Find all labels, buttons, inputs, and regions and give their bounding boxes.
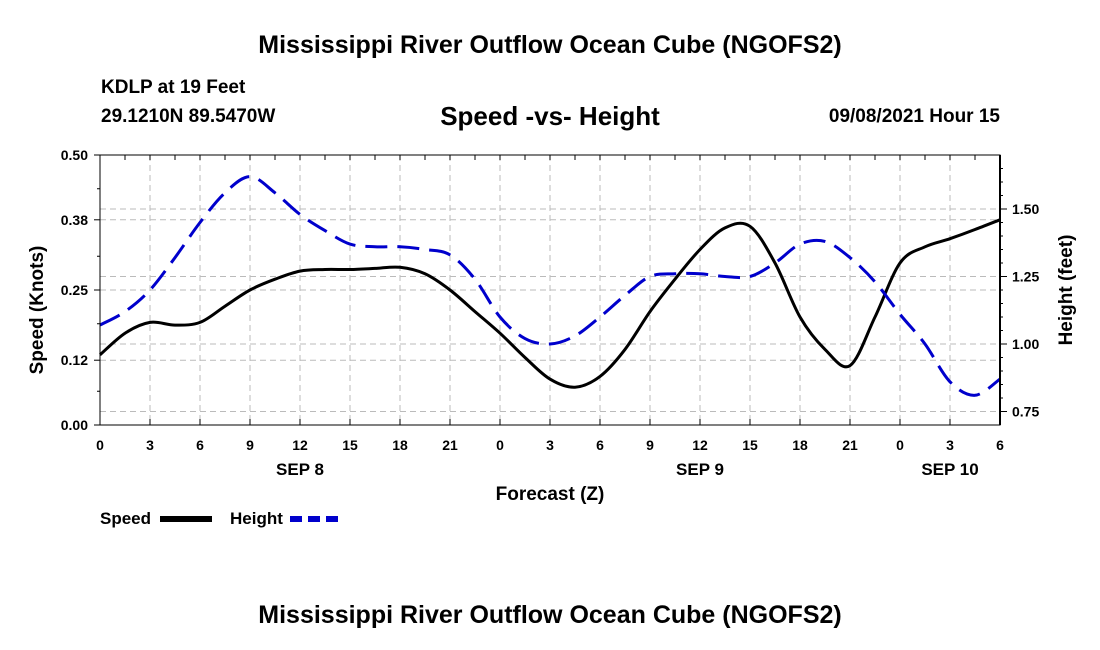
station-label: KDLP at 19 Feet — [101, 77, 246, 98]
date-label: SEP 8 — [276, 460, 324, 479]
x-tick-label: 15 — [742, 437, 758, 453]
date-label: SEP 10 — [921, 460, 978, 479]
y-tick-label: 0.38 — [61, 212, 88, 228]
footer-title: Mississippi River Outflow Ocean Cube (NG… — [258, 601, 842, 629]
y2-tick-label: 1.00 — [1012, 336, 1039, 352]
x-tick-label: 0 — [496, 437, 504, 453]
y2-tick-label: 0.75 — [1012, 404, 1039, 420]
y-tick-label: 0.00 — [61, 417, 88, 433]
x-tick-label: 12 — [692, 437, 708, 453]
x-tick-label: 3 — [946, 437, 954, 453]
x-tick-label: 12 — [292, 437, 308, 453]
x-tick-label: 15 — [342, 437, 358, 453]
y-tick-label: 0.50 — [61, 147, 88, 163]
grid — [100, 155, 1000, 425]
coordinates-label: 29.1210N 89.5470W — [101, 106, 276, 127]
x-tick-label: 9 — [246, 437, 254, 453]
datetime-label: 09/08/2021 Hour 15 — [828, 106, 1000, 127]
x-tick-label: 0 — [896, 437, 904, 453]
legend-speed-swatch — [160, 516, 212, 522]
axes: 0 3 6 9 12 15 18 21 0 3 6 9 12 15 18 21 0 3 6 SEP 8 SEP 9 SEP… — [61, 147, 1040, 479]
x-tick-label: 6 — [196, 437, 204, 453]
date-label: SEP 9 — [676, 460, 724, 479]
x-tick-label: 18 — [392, 437, 408, 453]
y2-tick-label: 1.25 — [1012, 269, 1039, 285]
x-axis-label: Forecast (Z) — [496, 484, 605, 505]
legend-speed-label: Speed — [100, 509, 152, 528]
chart-subtitle: Speed -vs- Height — [440, 101, 660, 131]
chart-title: Mississippi River Outflow Ocean Cube (NG… — [258, 31, 842, 59]
x-tick-label: 21 — [442, 437, 458, 453]
legend-height-swatch — [290, 516, 342, 522]
x-tick-label: 3 — [146, 437, 154, 453]
y2-tick-label: 1.50 — [1012, 201, 1039, 217]
x-tick-label: 6 — [996, 437, 1004, 453]
x-tick-label: 9 — [646, 437, 654, 453]
y-tick-label: 0.25 — [61, 282, 88, 298]
x-tick-label: 3 — [546, 437, 554, 453]
y-tick-label: 0.12 — [61, 352, 88, 368]
height-series-line — [99, 175, 1001, 397]
x-tick-label: 0 — [96, 437, 104, 453]
legend-height-label: Height — [230, 509, 283, 528]
y2-axis-label: Height (feet) — [1056, 235, 1077, 346]
x-tick-label: 21 — [842, 437, 858, 453]
x-tick-label: 18 — [792, 437, 808, 453]
series-layer — [99, 175, 1001, 397]
y-axis-label: Speed (Knots) — [27, 246, 48, 375]
x-tick-label: 6 — [596, 437, 604, 453]
speed-series-line — [99, 218, 1001, 389]
